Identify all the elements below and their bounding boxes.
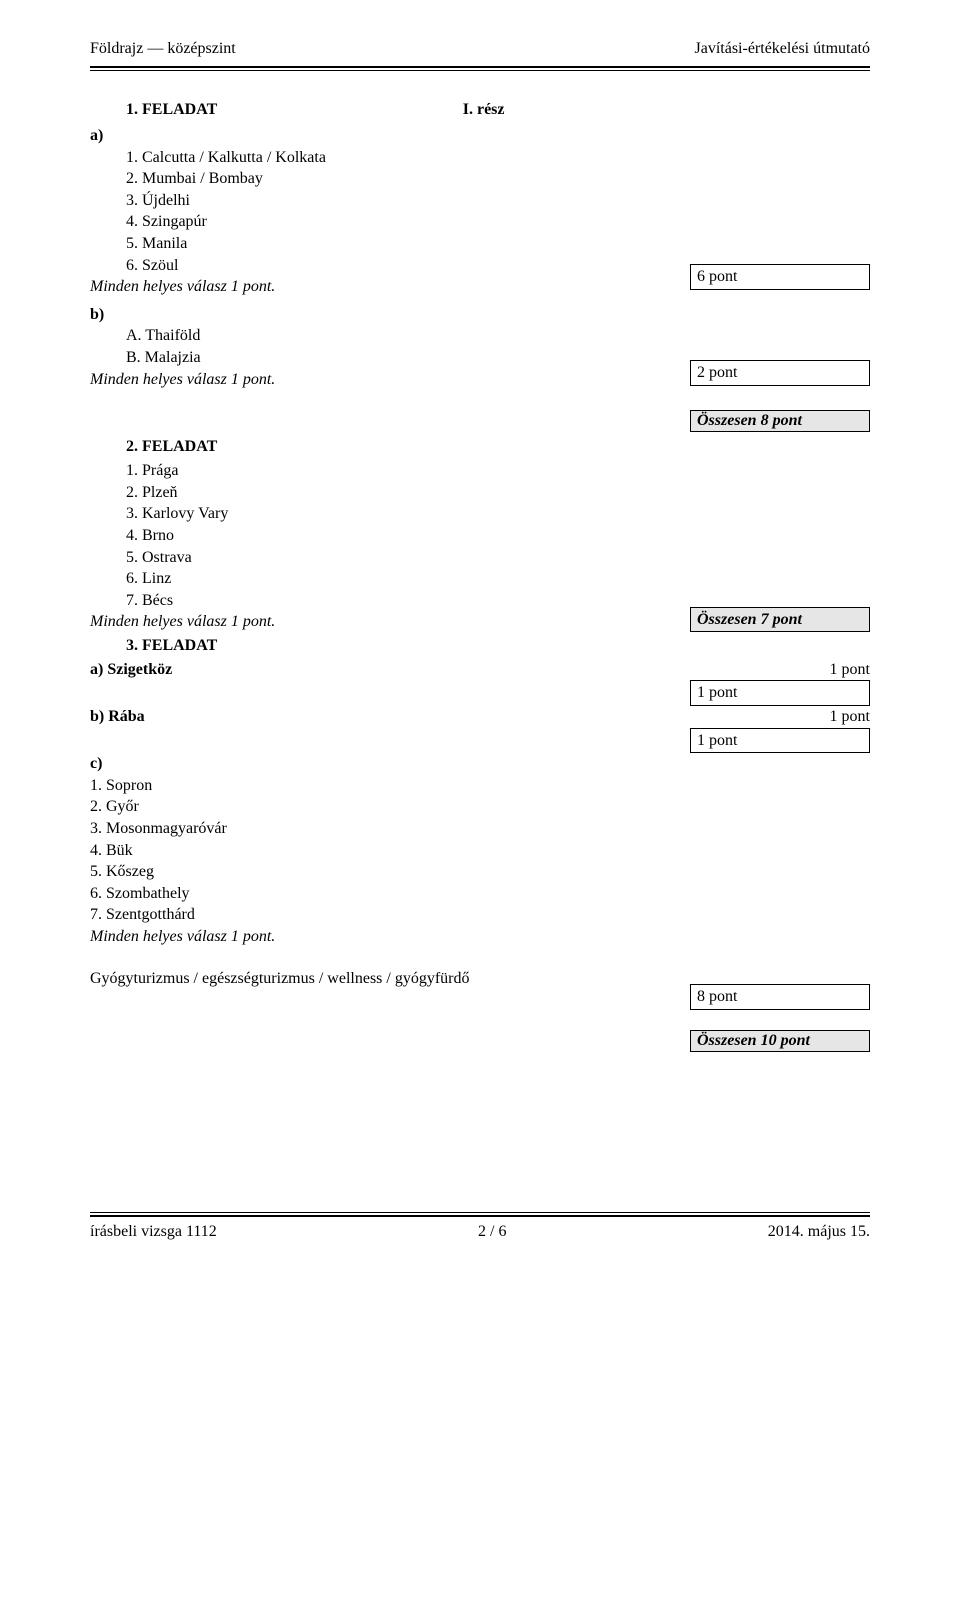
task3-total-box: Összesen 10 pont (690, 1030, 870, 1052)
list-item: 2. Mumbai / Bombay (126, 168, 558, 190)
footer-spacer (90, 1052, 870, 1212)
task1-a-score-box: 6 pont (690, 264, 870, 290)
task1-a-note: Minden helyes válasz 1 pont. (90, 276, 558, 298)
task3-c-block: c) 1. Sopron 2. Győr 3. Mosonmagyaróvár … (90, 753, 870, 947)
list-item: 2. Plzeň (126, 482, 558, 504)
page-header: Földrajz — középszint Javítási-értékelés… (90, 40, 870, 58)
task1-b-block: b) A. Thaiföld B. Malajzia Minden helyes… (90, 304, 870, 390)
list-item: 3. Újdelhi (126, 190, 558, 212)
task3-c-items: 1. Sopron 2. Győr 3. Mosonmagyaróvár 4. … (90, 775, 870, 926)
task3-a-score-box: 1 pont (690, 680, 870, 706)
task3-a-label: a) Szigetköz (90, 661, 172, 678)
task1-b-note: Minden helyes válasz 1 pont. (90, 369, 558, 391)
task2-items: 1. Prága 2. Plzeň 3. Karlovy Vary 4. Brn… (126, 460, 558, 611)
list-item: 7. Szentgotthárd (90, 904, 870, 926)
list-item: 4. Szingapúr (126, 211, 558, 233)
task1-b-label: b) (90, 304, 558, 326)
task3-a-score-right: 1 pont (690, 659, 870, 681)
list-item: 6. Szöul (126, 255, 558, 277)
list-item: 2. Győr (90, 796, 870, 818)
header-left: Földrajz — középszint (90, 40, 236, 58)
list-item: 6. Linz (126, 568, 558, 590)
list-item: 5. Ostrava (126, 547, 558, 569)
task3-total-row: Összesen 10 pont (90, 1030, 870, 1052)
list-item: 1. Prága (126, 460, 558, 482)
list-item: A. Thaiföld (126, 325, 558, 347)
task1-total-row: Összesen 8 pont (90, 410, 870, 432)
list-item: B. Malajzia (126, 347, 558, 369)
task3-c-note: Minden helyes válasz 1 pont. (90, 926, 870, 948)
task3-extra-score-box: 8 pont (690, 984, 870, 1010)
task2-title: 2. FELADAT (126, 438, 870, 456)
header-rule-2 (90, 70, 870, 71)
list-item: 3. Karlovy Vary (126, 503, 558, 525)
part-title: I. rész (217, 101, 870, 119)
task1-total-box: Összesen 8 pont (690, 410, 870, 432)
list-item: 5. Kőszeg (90, 861, 870, 883)
footer-left: írásbeli vizsga 1112 (90, 1223, 217, 1241)
task1-a-items: 1. Calcutta / Kalkutta / Kolkata 2. Mumb… (126, 147, 558, 277)
list-item: 1. Sopron (90, 775, 870, 797)
header-rule-1 (90, 66, 870, 68)
task3-b-score-right: 1 pont (690, 706, 870, 728)
task3-c-label: c) (90, 753, 870, 775)
task3-extra-label: Gyógyturizmus / egészségturizmus / welln… (90, 968, 558, 990)
task3-title: 3. FELADAT (126, 637, 870, 655)
task1-title: 1. FELADAT (126, 101, 217, 119)
task1-a-label: a) (90, 125, 558, 147)
task3-extra-row: Gyógyturizmus / egészségturizmus / welln… (90, 968, 870, 1010)
list-item: 4. Brno (126, 525, 558, 547)
task3-a-row: a) Szigetköz 1 pont 1 pont (90, 659, 870, 706)
list-item: 5. Manila (126, 233, 558, 255)
task3-b-label: b) Rába (90, 708, 145, 725)
task2-total-box: Összesen 7 pont (690, 607, 870, 633)
footer-rule-1 (90, 1212, 870, 1213)
footer-center: 2 / 6 (478, 1223, 506, 1241)
task1-title-row: 1. FELADAT I. rész (90, 101, 870, 119)
list-item: 1. Calcutta / Kalkutta / Kolkata (126, 147, 558, 169)
task2-block: 1. Prága 2. Plzeň 3. Karlovy Vary 4. Brn… (90, 460, 870, 633)
header-right: Javítási-értékelési útmutató (695, 40, 871, 58)
page-footer: írásbeli vizsga 1112 2 / 6 2014. május 1… (90, 1223, 870, 1241)
main-content: 1. FELADAT I. rész a) 1. Calcutta / Kalk… (90, 101, 870, 1052)
task1-b-items: A. Thaiföld B. Malajzia (126, 325, 558, 368)
list-item: 4. Bük (90, 840, 870, 862)
task1-b-score-box: 2 pont (690, 360, 870, 386)
task2-note: Minden helyes válasz 1 pont. (90, 611, 558, 633)
task3-b-score-box: 1 pont (690, 728, 870, 754)
task3-b-row: b) Rába 1 pont 1 pont (90, 706, 870, 753)
task1-a-block: a) 1. Calcutta / Kalkutta / Kolkata 2. M… (90, 125, 870, 298)
list-item: 7. Bécs (126, 590, 558, 612)
list-item: 3. Mosonmagyaróvár (90, 818, 870, 840)
list-item: 6. Szombathely (90, 883, 870, 905)
footer-right: 2014. május 15. (768, 1223, 870, 1241)
footer-rule-2 (90, 1215, 870, 1217)
